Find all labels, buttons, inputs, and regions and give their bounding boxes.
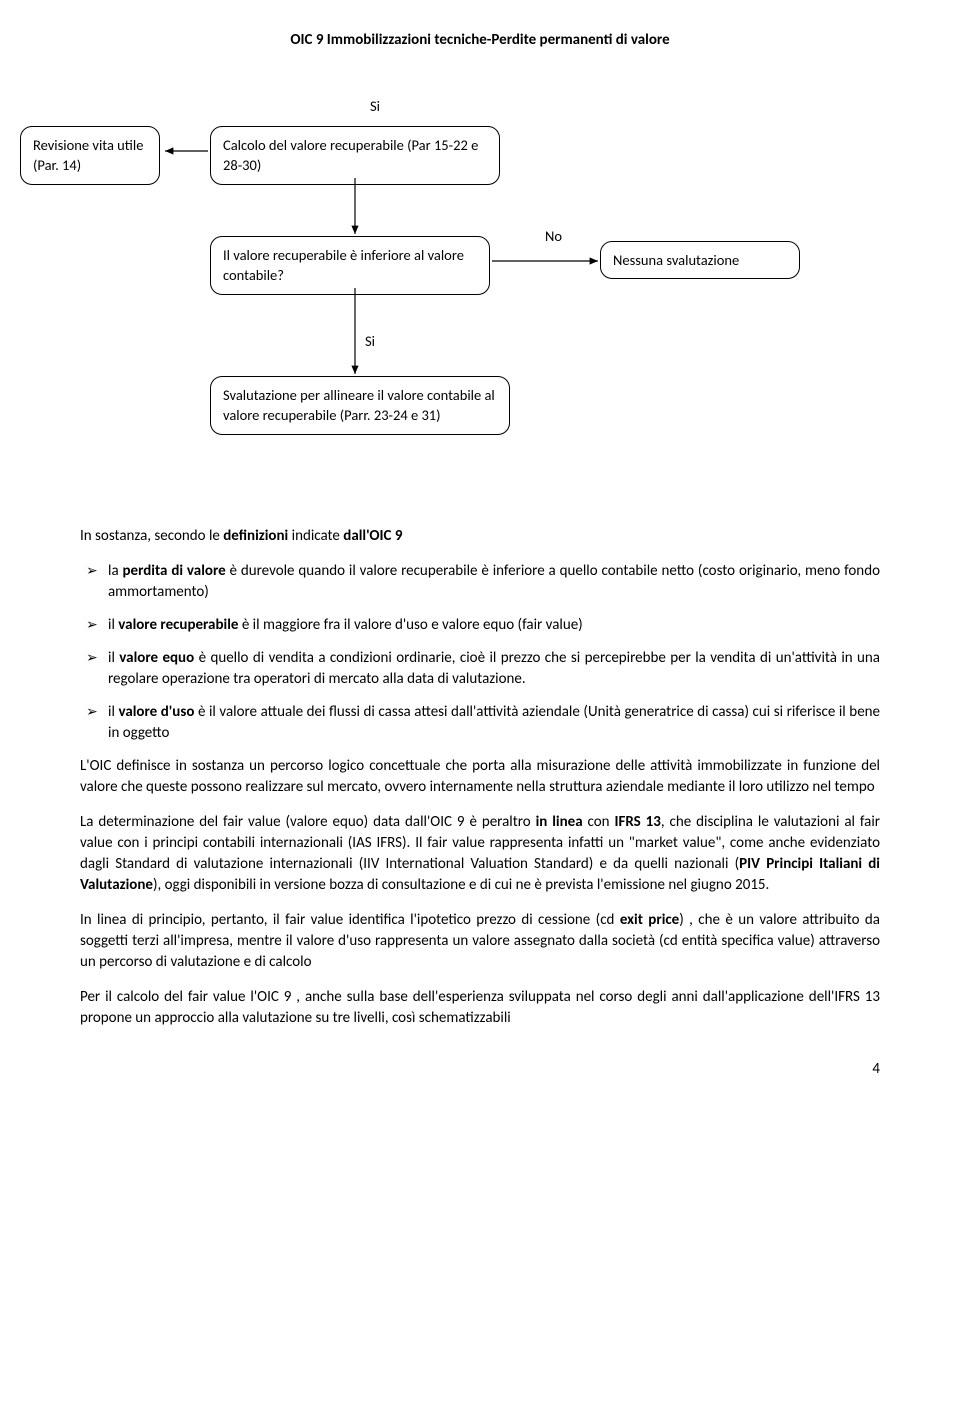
paragraph: Per il calcolo del fair value l'OIC 9 , … (80, 987, 880, 1029)
node-nessuna: Nessuna svalutazione (600, 241, 800, 279)
list-item: il valore recuperabile è il maggiore fra… (80, 615, 880, 636)
body-text: In sostanza, secondo le definizioni indi… (80, 526, 880, 1029)
page-number: 4 (80, 1059, 880, 1080)
label-si-mid: Si (365, 331, 375, 351)
list-item: il valore d'uso è il valore attuale dei … (80, 702, 880, 744)
paragraph: La determinazione del fair value (valore… (80, 812, 880, 896)
node-inferiore: Il valore recuperabile è inferiore al va… (210, 236, 490, 295)
node-calcolo: Calcolo del valore recuperabile (Par 15-… (210, 126, 500, 185)
bullet-list: la perdita di valore è durevole quando i… (80, 561, 880, 744)
list-item: il valore equo è quello di vendita a con… (80, 648, 880, 690)
paragraph: L'OIC definisce in sostanza un percorso … (80, 756, 880, 798)
list-item: la perdita di valore è durevole quando i… (80, 561, 880, 603)
label-si-top: Si (370, 96, 380, 116)
page-header: OIC 9 Immobilizzazioni tecniche-Perdite … (80, 30, 880, 51)
flowchart: Si Revisione vita utile (Par. 14) Calcol… (80, 86, 880, 526)
node-revisione: Revisione vita utile (Par. 14) (20, 126, 160, 185)
intro-line: In sostanza, secondo le definizioni indi… (80, 526, 880, 547)
node-svalutazione: Svalutazione per allineare il valore con… (210, 376, 510, 435)
label-no: No (545, 226, 562, 246)
paragraph: In linea di principio, pertanto, il fair… (80, 910, 880, 973)
